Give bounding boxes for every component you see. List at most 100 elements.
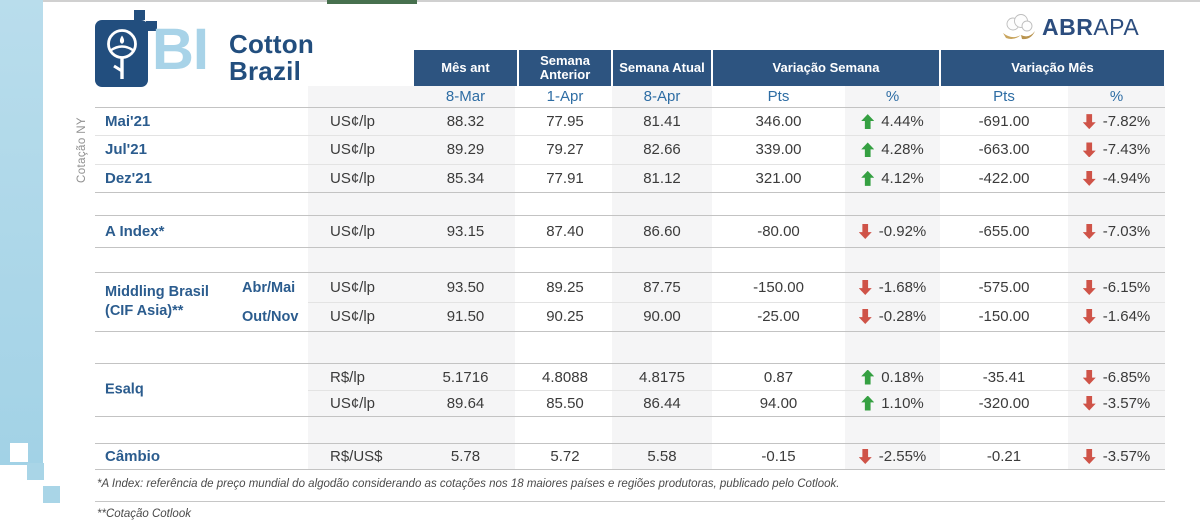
arrow-down-icon	[1082, 170, 1096, 186]
cotton-flower-logo	[95, 20, 148, 87]
arrow-up-icon	[861, 369, 875, 385]
abrapa-bold-part: ABR	[1042, 13, 1094, 40]
unit-cell: US¢/lp	[330, 223, 376, 240]
semana-anterior-value: 90.25	[546, 308, 584, 325]
row-label: Mai'21	[105, 113, 151, 131]
unit-cell: US¢/lp	[330, 141, 376, 159]
subheader-pts-mes: Pts	[993, 88, 1015, 105]
subheader-pct-semana: %	[885, 88, 900, 105]
mes-ant-value: 89.29	[446, 141, 485, 159]
mes-ant-value: 93.50	[446, 279, 485, 296]
variacao-semana-pct: 4.28%	[845, 136, 940, 163]
subheader-pts-semana: Pts	[767, 88, 790, 105]
row-sublabel	[240, 108, 308, 135]
semana-anterior-value: 85.50	[546, 394, 584, 412]
variacao-semana-pts: 321.00	[755, 169, 802, 187]
variacao-mes-pct: -6.85%	[1068, 364, 1165, 390]
variacao-mes-pct: -3.57%	[1068, 444, 1165, 469]
semana-atual-value: 86.60	[643, 223, 681, 240]
pct-text: 4.44%	[881, 113, 924, 131]
variacao-mes-pts: -150.00	[978, 308, 1030, 325]
header-semana-anterior: Semana Anterior	[519, 50, 611, 86]
pct-text: -7.43%	[1102, 141, 1151, 159]
table-row-esalq-us: US¢/lp 89.64 85.50 86.44 94.00 1.10% -32…	[95, 390, 1165, 416]
variacao-semana-pts: -25.00	[757, 308, 800, 325]
variacao-semana-pts: 94.00	[759, 394, 798, 412]
pct-text: 4.28%	[881, 141, 924, 159]
unit-cell: US¢/lp	[330, 394, 376, 412]
unit-cell: US¢/lp	[330, 169, 376, 187]
arrow-up-icon	[861, 395, 875, 411]
unit-cell: US¢/lp	[330, 279, 376, 296]
row-label: Jul'21	[105, 141, 147, 159]
arrow-down-icon	[1082, 369, 1096, 385]
semana-atual-value: 81.12	[643, 169, 681, 187]
subheader-date-semana-anterior: 1-Apr	[546, 88, 584, 105]
variacao-mes-pts: -663.00	[978, 141, 1030, 159]
header-semana-atual: Semana Atual	[613, 50, 711, 86]
pct-text: -2.55%	[878, 448, 927, 465]
arrow-down-icon	[858, 309, 872, 324]
pct-text: -6.85%	[1102, 368, 1151, 386]
variacao-semana-pts: -150.00	[753, 279, 804, 296]
arrow-down-icon	[1082, 224, 1096, 239]
variacao-mes-pct: -7.43%	[1068, 136, 1165, 163]
group-a-index: A Index* US¢/lp 93.15 87.40 86.60 -80.00…	[95, 215, 1165, 248]
header-mes-ant: Mês ant	[414, 50, 517, 86]
variacao-mes-pct: -7.82%	[1068, 108, 1165, 135]
partial-row-divider	[308, 390, 1165, 391]
middling-label-line2: (CIF Asia)**	[105, 303, 184, 319]
pct-text: -0.92%	[878, 223, 927, 240]
semana-anterior-value: 77.91	[546, 169, 584, 187]
esalq-label: Esalq	[105, 381, 144, 398]
variacao-mes-pct: -4.94%	[1068, 165, 1165, 192]
table-row-jul21: Jul'21 US¢/lp 89.29 79.27 82.66 339.00 4…	[95, 135, 1165, 163]
table-row-esalq-rs: R$/lp 5.1716 4.8088 4.8175 0.87 0.18% -3…	[95, 364, 1165, 390]
green-accent-bar	[327, 0, 417, 4]
subheader-date-semana-atual: 8-Apr	[643, 88, 681, 105]
row-sublabel: Out/Nov	[242, 308, 299, 325]
mes-ant-value: 93.15	[446, 223, 485, 240]
group-cambio: Câmbio R$/US$ 5.78 5.72 5.58 -0.15 -2.55…	[95, 443, 1165, 470]
abrapa-logo: ABRAPA	[1000, 12, 1139, 42]
variacao-semana-pts: 346.00	[755, 113, 802, 131]
brazil-word: Brazil	[229, 56, 302, 86]
variacao-semana-pct: 4.12%	[845, 165, 940, 192]
group-esalq: Esalq R$/lp 5.1716 4.8088 4.8175 0.87 0.…	[95, 363, 1165, 417]
table-subheader: 8-Mar 1-Apr 8-Apr Pts % Pts %	[95, 86, 1165, 107]
semana-atual-value: 5.58	[647, 448, 677, 465]
arrow-down-icon	[858, 224, 872, 239]
table-row-middling-outnov: Out/Nov US¢/lp 91.50 90.25 90.00 -25.00 …	[95, 302, 1165, 331]
mes-ant-value: 89.64	[446, 394, 485, 412]
row-sublabel: Abr/Mai	[242, 279, 296, 296]
row-sublabel	[240, 136, 308, 163]
variacao-semana-pts: 0.87	[763, 368, 794, 386]
cotton-boll-icon	[1003, 14, 1035, 40]
semana-atual-value: 81.41	[643, 113, 681, 131]
arrow-down-icon	[1082, 449, 1096, 464]
row-label: Dez'21	[105, 169, 152, 187]
column-band-mes-ant	[308, 86, 515, 470]
pct-text: -0.28%	[878, 308, 927, 325]
middling-brasil-label: Middling Brasil (CIF Asia)**	[105, 283, 209, 321]
logo-pixel-2	[146, 21, 157, 31]
abrapa-wordmark: ABRAPA	[1042, 14, 1139, 41]
arrow-down-icon	[1082, 309, 1096, 324]
variacao-mes-pts: -575.00	[978, 279, 1030, 296]
variacao-semana-pct: -0.92%	[845, 216, 940, 247]
variacao-mes-pts: -691.00	[978, 113, 1030, 131]
footnote-cotacao-cotlook: **Cotação Cotlook	[97, 508, 191, 520]
arrow-down-icon	[858, 449, 872, 464]
pixel-square-blue-2	[43, 486, 60, 503]
arrow-down-icon	[1082, 114, 1096, 130]
semana-anterior-value: 4.8088	[542, 368, 588, 386]
semana-anterior-value: 87.40	[546, 223, 584, 240]
pct-text: -7.03%	[1102, 223, 1151, 240]
semana-anterior-value: 77.95	[546, 113, 584, 131]
table-row-dez21: Dez'21 US¢/lp 85.34 77.91 81.12 321.00 4…	[95, 163, 1165, 192]
unit-cell: R$/US$	[330, 448, 383, 465]
pct-text: -7.82%	[1102, 113, 1151, 131]
cotton-brazil-logo-text: Cotton Brazil	[229, 31, 314, 85]
pct-text: -3.57%	[1102, 448, 1151, 465]
variacao-semana-pts: 339.00	[755, 141, 802, 159]
